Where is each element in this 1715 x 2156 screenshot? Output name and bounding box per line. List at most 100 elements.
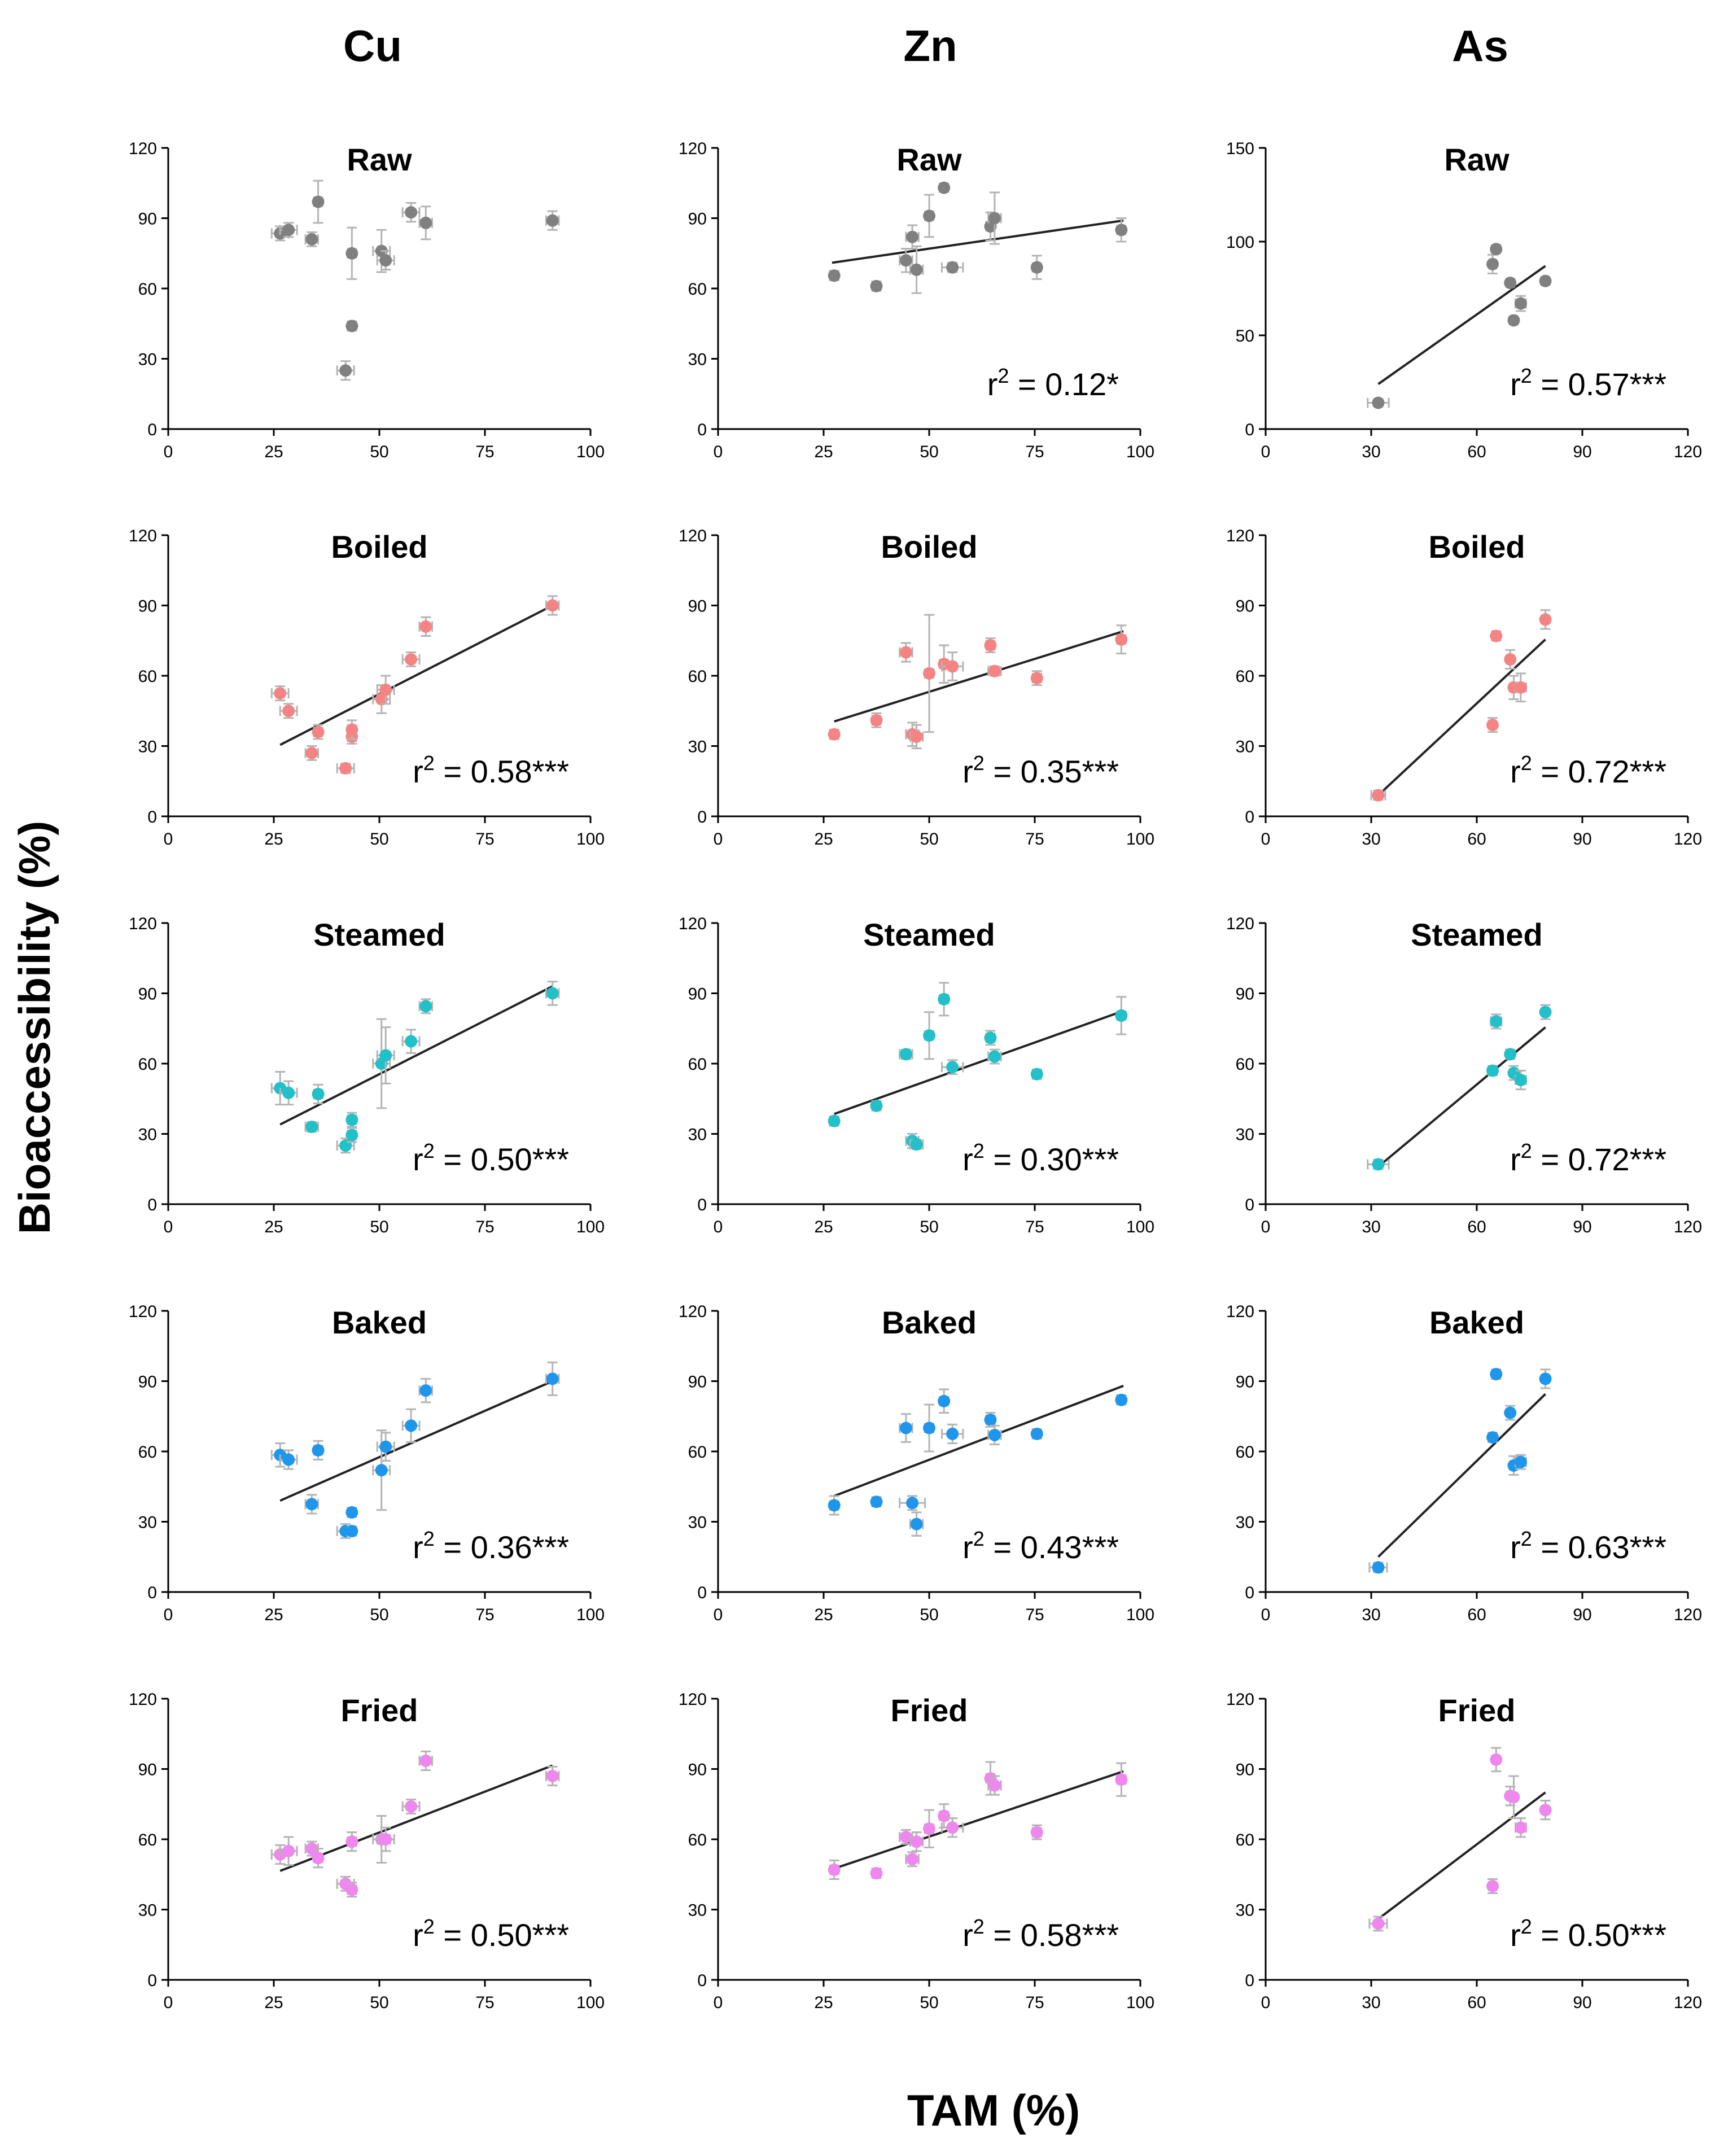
data-point bbox=[987, 191, 1002, 245]
fit-line bbox=[1377, 1791, 1546, 1920]
point-marker bbox=[899, 646, 912, 659]
y-tick-label: 120 bbox=[1226, 1690, 1254, 1709]
data-point bbox=[376, 1432, 395, 1462]
x-tick-label: 75 bbox=[1025, 1218, 1044, 1236]
point-marker bbox=[282, 1086, 295, 1099]
x-tick-label: 0 bbox=[714, 830, 723, 849]
x-tick-label: 100 bbox=[1126, 830, 1154, 849]
x-tick-label: 30 bbox=[1362, 1218, 1380, 1236]
point-marker bbox=[946, 660, 959, 673]
data-point bbox=[940, 261, 964, 274]
x-tick-label: 30 bbox=[1362, 830, 1380, 849]
x-tick-label: 25 bbox=[264, 1606, 283, 1624]
point-marker bbox=[1504, 1048, 1517, 1061]
data-point bbox=[418, 998, 433, 1014]
point-marker bbox=[1372, 789, 1385, 802]
point-marker bbox=[938, 181, 951, 194]
y-tick-label: 60 bbox=[1236, 1831, 1254, 1849]
panel-title: Raw bbox=[347, 142, 412, 177]
y-tick-label: 120 bbox=[1226, 1302, 1254, 1321]
panel-as-baked: 0 30 60 90 120 0 30 60 90 120 Baked r2 = 0.63*** bbox=[1226, 1302, 1702, 1624]
y-tick-label: 0 bbox=[1245, 808, 1254, 826]
y-tick-label: 30 bbox=[688, 1514, 707, 1532]
y-tick-label: 120 bbox=[129, 527, 157, 545]
point-marker bbox=[282, 1844, 295, 1857]
x-tick-label: 75 bbox=[475, 1218, 494, 1236]
point-marker bbox=[1115, 1009, 1128, 1022]
x-tick-label: 60 bbox=[1467, 1993, 1486, 2012]
data-point bbox=[1507, 314, 1520, 327]
data-point bbox=[1490, 243, 1503, 256]
data-point bbox=[984, 1412, 997, 1428]
data-point bbox=[304, 1840, 320, 1857]
point-marker bbox=[988, 1779, 1001, 1792]
data-point bbox=[304, 745, 320, 761]
y-tick-label: 120 bbox=[129, 1690, 157, 1709]
point-marker bbox=[938, 1809, 951, 1822]
point-marker bbox=[405, 1419, 418, 1432]
data-point bbox=[345, 1831, 358, 1852]
data-point bbox=[940, 1059, 964, 1075]
point-marker bbox=[305, 1498, 318, 1511]
y-tick-label: 0 bbox=[147, 1971, 157, 1990]
x-tick-label: 0 bbox=[714, 1606, 723, 1624]
data-point bbox=[984, 1030, 997, 1046]
data-point bbox=[1486, 717, 1499, 733]
panel-title: Steamed bbox=[1411, 917, 1542, 952]
panel-as-steamed: 0 30 60 90 120 0 30 60 90 120 Steamed r2 = 0.72*** bbox=[1226, 915, 1702, 1236]
point-marker bbox=[312, 1087, 325, 1100]
data-point bbox=[828, 1495, 841, 1516]
panel-zn-steamed: 0 30 60 90 120 0 25 50 75 100 Steamed r2 = 0.30*** bbox=[679, 915, 1154, 1236]
x-tick-label: 50 bbox=[370, 1218, 388, 1236]
x-tick-label: 0 bbox=[1261, 443, 1271, 461]
point-marker bbox=[828, 269, 841, 282]
r2-annotation: r2 = 0.50*** bbox=[413, 1915, 569, 1953]
point-marker bbox=[870, 279, 883, 292]
data-point bbox=[1115, 1393, 1128, 1406]
y-tick-label: 120 bbox=[679, 527, 707, 545]
x-tick-label: 30 bbox=[1362, 1606, 1380, 1624]
x-tick-label: 50 bbox=[370, 443, 388, 461]
data-point bbox=[345, 1506, 358, 1519]
data-point bbox=[372, 1018, 391, 1109]
point-marker bbox=[828, 728, 841, 741]
x-tick-label: 100 bbox=[576, 1993, 605, 2012]
point-marker bbox=[419, 1754, 432, 1767]
data-point bbox=[304, 231, 320, 247]
panel-cu-baked: 0 30 60 90 120 0 25 50 75 100 Baked r2 = 0.36*** bbox=[129, 1302, 605, 1624]
y-tick-label: 60 bbox=[688, 667, 707, 686]
x-tick-label: 0 bbox=[164, 1218, 173, 1236]
x-tick-label: 60 bbox=[1467, 1606, 1486, 1624]
point-marker bbox=[988, 1050, 1001, 1063]
panel-as-raw: 0 50 100 150 0 30 60 90 120 Raw r2 = 0.57*** bbox=[1226, 139, 1702, 461]
y-tick-label: 120 bbox=[679, 139, 707, 158]
data-point bbox=[909, 1511, 924, 1537]
y-tick-label: 60 bbox=[688, 1831, 707, 1849]
r2-annotation: r2 = 0.72*** bbox=[1510, 1139, 1666, 1177]
r2-annotation: r2 = 0.63*** bbox=[1510, 1527, 1666, 1565]
fit-line bbox=[1377, 639, 1546, 797]
fit-line bbox=[833, 1384, 1124, 1497]
x-tick-label: 30 bbox=[1362, 1993, 1380, 2012]
point-marker bbox=[1486, 257, 1499, 270]
data-point bbox=[312, 1083, 325, 1105]
data-point bbox=[401, 651, 421, 667]
data-point bbox=[545, 1361, 560, 1396]
point-marker bbox=[379, 1440, 392, 1453]
point-marker bbox=[870, 1099, 883, 1112]
point-marker bbox=[379, 683, 392, 696]
point-marker bbox=[1507, 314, 1520, 327]
point-marker bbox=[923, 1422, 935, 1435]
y-tick-label: 0 bbox=[697, 1196, 707, 1214]
x-tick-label: 90 bbox=[1573, 1606, 1591, 1624]
y-tick-label: 0 bbox=[147, 808, 157, 826]
point-marker bbox=[1372, 1917, 1385, 1930]
data-point bbox=[312, 724, 325, 740]
data-point bbox=[376, 1826, 395, 1852]
y-tick-label: 120 bbox=[1226, 915, 1254, 933]
data-point bbox=[312, 1440, 325, 1461]
x-tick-label: 100 bbox=[576, 1218, 605, 1236]
r2-annotation: r2 = 0.35*** bbox=[963, 751, 1119, 789]
point-marker bbox=[379, 1049, 392, 1062]
